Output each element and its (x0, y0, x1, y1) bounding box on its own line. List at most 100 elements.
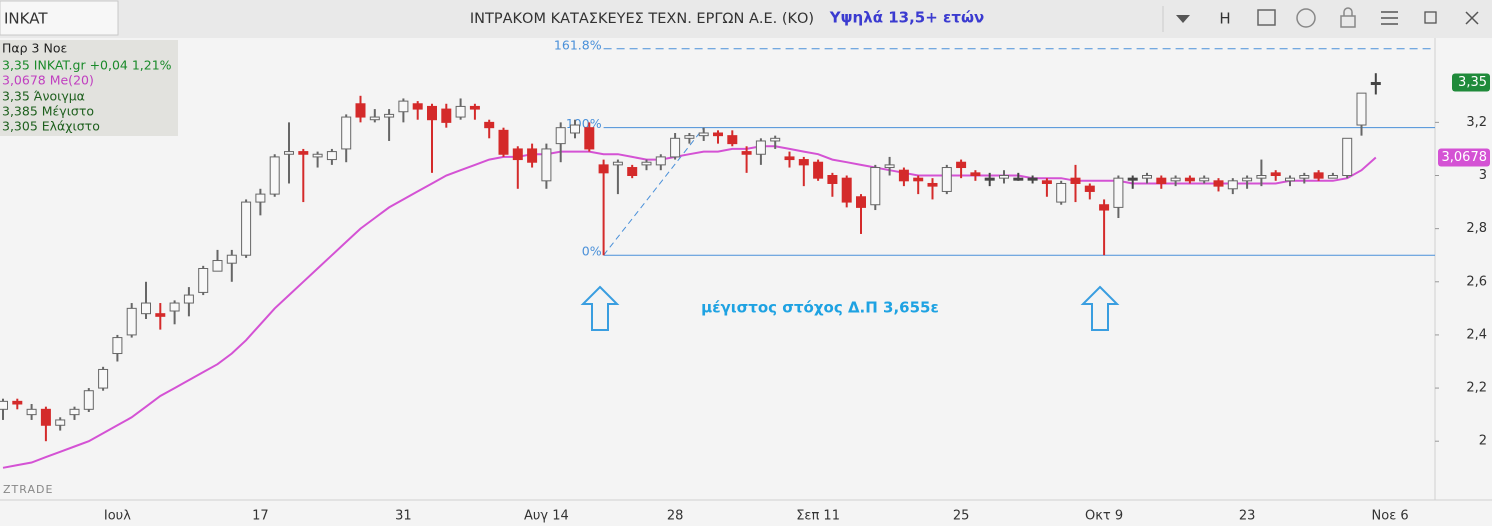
candle-body (155, 313, 166, 317)
candle-body (484, 121, 495, 129)
candle-body (69, 408, 80, 416)
candle-body (1213, 180, 1224, 187)
price-tag (1452, 73, 1490, 92)
close-icon[interactable] (1465, 11, 1479, 25)
candle-body (856, 196, 866, 208)
up-arrow (580, 285, 620, 331)
x-tick-label: 23 (1239, 509, 1256, 524)
candle-body (884, 164, 895, 169)
candle-body (612, 161, 623, 166)
candle-body (198, 268, 209, 293)
symbol: INKAT (4, 10, 48, 28)
info-line: 3,0678 Me(20) (2, 73, 94, 88)
candle-body (369, 116, 380, 121)
panel-icon[interactable] (1257, 9, 1276, 26)
candle-body (727, 135, 738, 145)
symbol-input[interactable] (0, 0, 119, 36)
y-tick-label: 3,2 (1466, 115, 1487, 130)
candle-body (713, 132, 723, 137)
candle-body (1027, 177, 1038, 181)
candle-body (1370, 82, 1381, 86)
candle-body (298, 151, 309, 155)
candle-body (1199, 177, 1210, 182)
candle-body (55, 419, 66, 426)
x-tick-label: Νοε 6 (1372, 509, 1409, 524)
candle-body (183, 294, 194, 304)
fib-label: 161.8% (554, 37, 602, 52)
candle-body (441, 108, 452, 123)
candle-body (841, 177, 852, 203)
candle-body (1142, 175, 1152, 179)
candle-body (355, 103, 366, 118)
candle-body (1113, 177, 1124, 208)
candle-body (326, 151, 337, 161)
candle-body (1327, 175, 1338, 179)
annotation: μέγιστος στόχος Δ.Π 3,655ε (701, 299, 939, 317)
price-tag (1438, 148, 1490, 167)
candle-body (541, 148, 552, 182)
candle-body (398, 100, 409, 113)
y-tick-label: 2 (1479, 434, 1487, 449)
dropdown-icon[interactable] (1176, 15, 1190, 23)
lock-icon[interactable] (1340, 15, 1356, 28)
candle-body (598, 164, 609, 174)
quote-icon[interactable] (1296, 8, 1316, 28)
candle-body (1270, 172, 1281, 177)
candle-body (999, 175, 1009, 179)
info-date: Παρ 3 Νοε (2, 41, 67, 56)
candle-body (927, 182, 938, 187)
candle-body (1184, 177, 1195, 182)
info: Παρ 3 Νοε 3,35 INKAT.gr +0,04 1,21% 3,06… (2, 41, 172, 134)
candle-body (312, 153, 323, 158)
candle-body (1299, 175, 1310, 179)
title: ΙΝΤΡΑΚΟΜ ΚΑΤΑΣΚΕΥΕΣ ΤΕΧΝ. ΕΡΓΩΝ Α.Ε. (ΚΟ… (470, 11, 814, 27)
candle-body (255, 193, 266, 203)
x-tick-label: Οκτ 9 (1085, 509, 1123, 524)
candle-body (941, 167, 952, 192)
candle-body (1013, 177, 1024, 181)
y-tick-label: 2,4 (1466, 327, 1487, 342)
watermark: ZTRADE (3, 483, 53, 496)
candle-body (555, 127, 566, 145)
candle-body (627, 167, 638, 177)
candle-body (527, 148, 538, 163)
x-tick-label: Σεπ 11 (796, 509, 840, 524)
candle-body (98, 368, 109, 389)
candle-body (226, 254, 237, 264)
candle-body (784, 156, 795, 161)
candle-body (512, 148, 523, 161)
candle-body (0, 400, 8, 410)
candle-body (1356, 92, 1367, 126)
menu-icon[interactable] (1381, 11, 1398, 25)
candle-body (26, 408, 37, 416)
candle-body (284, 151, 294, 155)
h-button[interactable]: H (1219, 10, 1230, 28)
candle-body (455, 105, 466, 118)
info-box (0, 40, 178, 136)
candle-body (1256, 175, 1267, 179)
y-tick-label: 3 (1479, 168, 1487, 183)
fib-label: 0% (582, 244, 602, 259)
candle-body (1084, 185, 1095, 192)
candle-body (427, 105, 437, 121)
candle-body (641, 161, 652, 166)
info-line: 3,305 Ελάχιστο (2, 119, 100, 134)
candle-body (40, 408, 51, 426)
candle-body (741, 151, 752, 155)
candle-body (770, 137, 781, 142)
candle-body (755, 140, 766, 155)
candle-body (212, 260, 223, 272)
candle-body (813, 161, 824, 179)
restore-icon[interactable] (1424, 11, 1437, 24)
x-tick-label: Αυγ 14 (524, 509, 569, 524)
y-tick-label: 2,8 (1466, 221, 1487, 236)
candle-body (827, 175, 838, 184)
candle-body (798, 159, 809, 166)
candle-body (970, 172, 981, 177)
up-arrow (1080, 285, 1120, 331)
candle-body (956, 161, 967, 169)
candle-body (1227, 180, 1238, 190)
candle-body (913, 177, 924, 182)
highlight: Υψηλά 13,5+ ετών (829, 9, 984, 27)
candle-body (1056, 182, 1067, 203)
